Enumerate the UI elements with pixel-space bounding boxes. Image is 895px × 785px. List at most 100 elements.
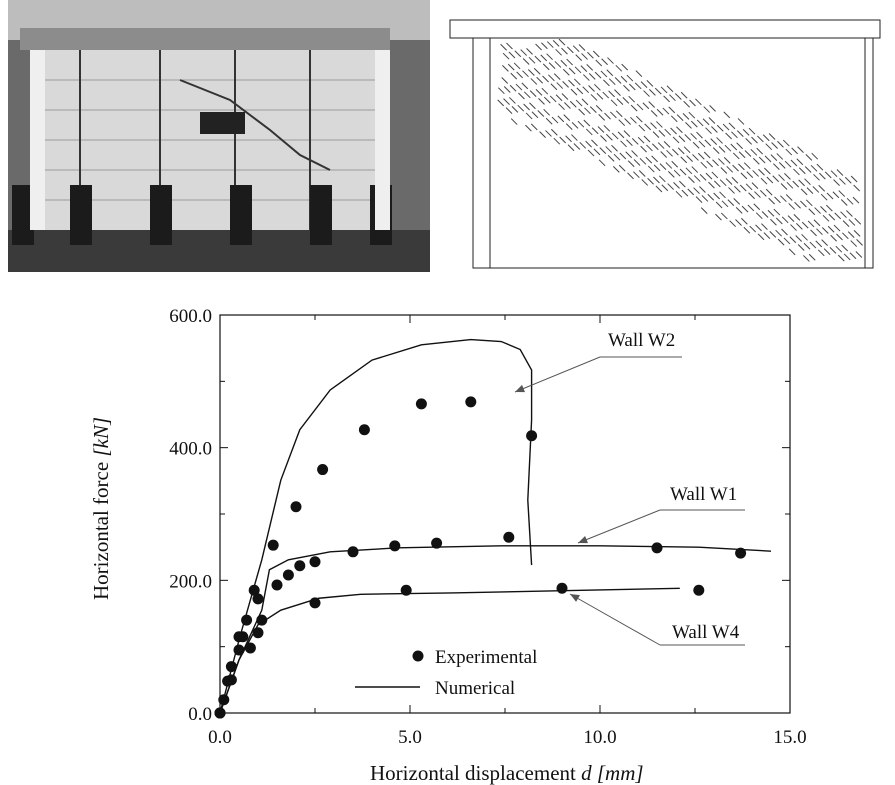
crack bbox=[543, 108, 551, 116]
crack bbox=[670, 115, 678, 123]
crack bbox=[745, 138, 753, 145]
crack bbox=[846, 210, 853, 217]
crack bbox=[757, 135, 764, 143]
annotation: Wall W4 bbox=[672, 622, 740, 643]
crack bbox=[595, 59, 603, 67]
crack bbox=[656, 108, 664, 116]
crack bbox=[601, 58, 608, 66]
crack bbox=[803, 242, 811, 250]
crack bbox=[765, 143, 773, 151]
crack bbox=[736, 142, 743, 150]
crack bbox=[670, 127, 677, 135]
crack bbox=[501, 77, 509, 84]
crack bbox=[850, 175, 858, 183]
crack bbox=[665, 162, 673, 169]
crack bbox=[754, 191, 761, 198]
crack bbox=[552, 39, 560, 47]
crack bbox=[594, 71, 602, 79]
crack bbox=[527, 69, 535, 76]
crack bbox=[522, 70, 529, 78]
crack bbox=[548, 74, 555, 82]
crack bbox=[636, 103, 644, 111]
crack bbox=[753, 203, 761, 211]
legend-marker bbox=[412, 650, 424, 662]
crack bbox=[792, 180, 800, 188]
crack bbox=[695, 98, 702, 106]
crack bbox=[534, 55, 542, 63]
annotation-arrow bbox=[577, 509, 661, 544]
crack bbox=[723, 111, 731, 119]
crack bbox=[580, 65, 588, 72]
crack bbox=[795, 235, 803, 242]
crack bbox=[638, 170, 646, 177]
crack bbox=[692, 141, 700, 149]
crack bbox=[721, 200, 729, 208]
crack bbox=[840, 199, 848, 206]
crack bbox=[751, 136, 758, 144]
crack bbox=[635, 70, 643, 78]
crack bbox=[586, 64, 594, 71]
crack bbox=[804, 178, 811, 186]
crack bbox=[676, 114, 684, 121]
crack bbox=[533, 67, 541, 75]
crack bbox=[769, 231, 777, 238]
crack bbox=[785, 194, 793, 201]
crack bbox=[541, 42, 548, 50]
crack bbox=[750, 148, 758, 156]
crack bbox=[810, 164, 818, 172]
crack bbox=[825, 204, 833, 212]
crack bbox=[835, 245, 843, 253]
crack bbox=[718, 158, 725, 165]
crack bbox=[770, 154, 778, 162]
crack bbox=[765, 188, 773, 196]
crack bbox=[661, 184, 669, 192]
crack bbox=[649, 88, 656, 96]
crack bbox=[663, 95, 670, 103]
crack bbox=[588, 72, 596, 80]
crack bbox=[537, 110, 545, 117]
curve bbox=[219, 338, 533, 714]
crack bbox=[764, 155, 772, 163]
crack bbox=[594, 83, 601, 91]
data-point bbox=[290, 501, 302, 513]
crack bbox=[749, 225, 757, 233]
crack bbox=[570, 88, 578, 96]
crack bbox=[614, 89, 621, 96]
crack bbox=[755, 212, 763, 220]
crack bbox=[688, 176, 695, 184]
crack bbox=[853, 230, 861, 237]
crack bbox=[550, 128, 558, 136]
crack bbox=[685, 122, 692, 129]
crack bbox=[620, 140, 627, 148]
crack bbox=[788, 248, 796, 256]
crack bbox=[735, 206, 743, 214]
crack bbox=[667, 171, 675, 178]
crack bbox=[554, 61, 562, 68]
crack bbox=[729, 220, 736, 228]
crack bbox=[628, 95, 636, 103]
crack bbox=[573, 78, 581, 86]
crack bbox=[763, 167, 771, 175]
crack bbox=[854, 217, 862, 225]
crack bbox=[732, 152, 740, 160]
crack bbox=[657, 142, 665, 149]
crack bbox=[709, 105, 716, 112]
crack bbox=[626, 139, 633, 146]
crack bbox=[680, 156, 688, 164]
crack bbox=[635, 115, 643, 123]
crack bbox=[590, 94, 598, 101]
crack bbox=[666, 149, 673, 157]
crack bbox=[746, 171, 754, 178]
crack bbox=[604, 112, 611, 120]
crack bbox=[698, 140, 706, 148]
crack bbox=[549, 95, 557, 103]
y-tick-label: 400.0 bbox=[169, 439, 212, 460]
crack bbox=[627, 160, 635, 168]
crack bbox=[719, 179, 727, 187]
crack bbox=[650, 122, 657, 129]
crack bbox=[525, 112, 533, 120]
crack bbox=[820, 193, 828, 201]
crack bbox=[844, 176, 852, 184]
crack bbox=[763, 232, 771, 239]
crack bbox=[606, 69, 614, 77]
